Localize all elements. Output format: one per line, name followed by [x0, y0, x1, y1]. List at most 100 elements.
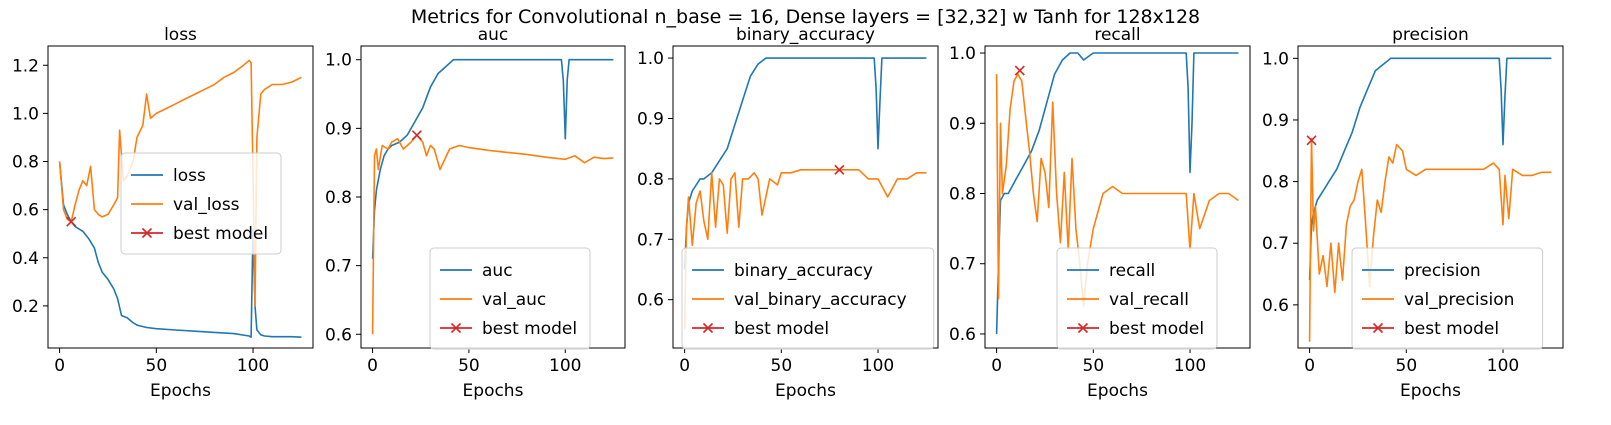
- legend-marker: [1372, 322, 1384, 334]
- x-axis-label: Epochs: [1400, 381, 1461, 401]
- legend-label: val_recall: [1109, 290, 1189, 310]
- series-line-precision: [1308, 57, 1552, 281]
- legend-label: best model: [1404, 319, 1499, 339]
- legend-box: [681, 247, 935, 350]
- x-axis-label: Epochs: [150, 381, 211, 401]
- subplot-title: auc: [478, 25, 509, 45]
- y-tick-label: 0.9: [1262, 111, 1289, 131]
- subplot-title: binary_accuracy: [736, 25, 875, 45]
- x-tick-label: 50: [458, 356, 480, 376]
- y-tick-label: 0.7: [949, 255, 976, 275]
- x-tick-label: 100: [862, 356, 894, 376]
- y-tick-label: 0.4: [12, 249, 39, 269]
- best-model-marker: [834, 164, 845, 175]
- y-tick-label: 0.6: [325, 325, 352, 345]
- subplot-auc: 0 50 100 0.6 0.7 0.8 0.9 1.0 auc Epochs auc val_auc…: [325, 25, 626, 401]
- y-tick-label: 0.8: [1262, 173, 1289, 193]
- subplot-title: recall: [1094, 25, 1140, 45]
- y-tick-label: 1.0: [1262, 49, 1289, 69]
- series-line-val-precision: [1308, 137, 1552, 342]
- y-tick-label: 1.0: [325, 51, 352, 71]
- x-tick-label: 0: [679, 356, 690, 376]
- y-tick-label: 0.8: [949, 184, 976, 204]
- legend-label: recall: [1109, 261, 1155, 281]
- y-tick-label: 0.2: [12, 297, 39, 317]
- legend-box: [1056, 247, 1218, 350]
- y-tick-label: 0.8: [12, 153, 39, 173]
- legend-marker: [702, 322, 714, 334]
- series-line-loss: [58, 161, 302, 339]
- x-tick-label: 50: [1396, 356, 1418, 376]
- subplot-title: loss: [164, 25, 197, 45]
- x-axis-label: Epochs: [463, 381, 524, 401]
- subplot-binary-accuracy: 0 50 100 0.6 0.7 0.8 0.9 1.0 binary_accuracy Epoc…: [637, 25, 939, 401]
- legend-label: val_binary_accuracy: [734, 290, 907, 310]
- legend-marker: [141, 227, 153, 239]
- y-tick-label: 0.7: [637, 230, 664, 250]
- legend-label: precision: [1404, 261, 1481, 281]
- best-model-marker: [411, 130, 422, 141]
- x-tick-label: 50: [146, 356, 168, 376]
- y-tick-label: 0.9: [325, 119, 352, 139]
- series-line-val-recall: [995, 73, 1239, 307]
- series-line-val-auc: [371, 134, 614, 335]
- x-tick-label: 100: [549, 356, 581, 376]
- legend-label: best model: [482, 319, 577, 339]
- legend-marker: [450, 322, 462, 334]
- y-tick-label: 0.7: [325, 257, 352, 277]
- legend-label: best model: [173, 224, 268, 244]
- series-line-val-loss: [58, 59, 302, 307]
- x-tick-label: 100: [1487, 356, 1519, 376]
- legend-marker: [1077, 322, 1089, 334]
- y-tick-label: 1.2: [12, 56, 39, 76]
- subplot-precision: 0 50 100 0.6 0.7 0.8 0.9 1.0 precision Epochs prec…: [1262, 25, 1564, 401]
- x-tick-label: 100: [237, 356, 269, 376]
- best-model-marker: [1306, 135, 1317, 146]
- legend-box: [1351, 247, 1544, 350]
- legend-box: [120, 152, 282, 255]
- legend-label: val_precision: [1404, 290, 1514, 310]
- x-tick-label: 50: [771, 356, 793, 376]
- y-tick-label: 0.6: [1262, 296, 1289, 316]
- y-tick-label: 0.7: [1262, 234, 1289, 254]
- legend-label: val_loss: [173, 195, 240, 215]
- x-tick-label: 100: [1174, 356, 1206, 376]
- series-line-val-binary-accuracy: [683, 169, 927, 330]
- best-model-marker: [1014, 65, 1025, 76]
- x-axis-label: Epochs: [775, 381, 836, 401]
- legend-label: auc: [482, 261, 513, 281]
- legend-label: binary_accuracy: [734, 261, 873, 281]
- series-line-binary-accuracy: [683, 57, 927, 270]
- series-line-auc: [371, 58, 614, 259]
- legend-label: best model: [1109, 319, 1204, 339]
- x-tick-label: 0: [991, 356, 1002, 376]
- legend-label: val_auc: [482, 290, 546, 310]
- y-tick-label: 0.8: [637, 170, 664, 190]
- legend-label: loss: [173, 166, 206, 186]
- figure-title: Metrics for Convolutional n_base = 16, D…: [410, 6, 1201, 28]
- legend-box: [429, 247, 591, 350]
- subplot-recall: 0 50 100 0.6 0.7 0.8 0.9 1.0 recall Epochs recall v…: [949, 25, 1251, 401]
- y-tick-label: 1.0: [637, 49, 664, 69]
- series-line-recall: [995, 52, 1239, 335]
- y-tick-label: 0.9: [637, 109, 664, 129]
- y-tick-label: 0.8: [325, 188, 352, 208]
- y-tick-label: 0.6: [12, 201, 39, 221]
- best-model-marker: [66, 216, 77, 227]
- x-tick-label: 50: [1083, 356, 1105, 376]
- y-tick-label: 0.9: [949, 114, 976, 134]
- y-tick-label: 1.0: [949, 44, 976, 64]
- subplot-title: precision: [1392, 25, 1469, 45]
- y-tick-label: 0.6: [949, 325, 976, 345]
- x-tick-label: 0: [367, 356, 378, 376]
- x-tick-label: 0: [54, 356, 65, 376]
- axes-frame: [47, 45, 314, 349]
- x-axis-label: Epochs: [1087, 381, 1148, 401]
